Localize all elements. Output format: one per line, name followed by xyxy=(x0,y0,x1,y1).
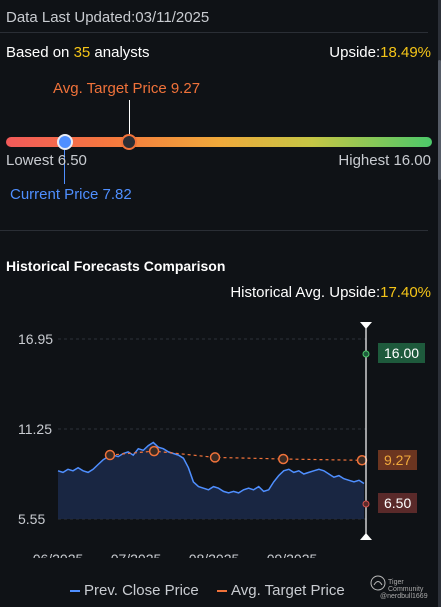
based-on-analysts: Based on 35 analysts xyxy=(6,44,149,61)
analyst-count: 35 xyxy=(73,44,91,61)
based-on-suffix: analysts xyxy=(90,44,150,61)
avg-target-label: Avg. Target Price 9.27 xyxy=(53,80,201,97)
historical-title: Historical Forecasts Comparison xyxy=(6,258,226,274)
legend-prev-close-icon xyxy=(70,590,80,593)
divider xyxy=(0,32,428,33)
legend-avg-target-icon xyxy=(217,590,227,593)
upside-label: Upside: xyxy=(329,44,381,61)
legend-prev-close[interactable]: Prev. Close Price xyxy=(70,582,199,599)
last-updated: Data Last Updated:03/11/2025 xyxy=(6,9,209,26)
historical-chart[interactable]: 16.95 11.25 5.55 06/2025 07/2025 08/2025 09/2… xyxy=(0,318,441,558)
tiger-logo-icon xyxy=(370,575,386,591)
lowest-label: Lowest 6.50 xyxy=(6,152,87,169)
historical-avg-upside-value: 17.40% xyxy=(380,284,431,301)
low-forecast-label: 6.50 xyxy=(378,493,418,513)
current-price-label: Current Price 7.82 xyxy=(10,186,132,203)
high-forecast-label: 16.00 xyxy=(378,343,426,363)
avg-target-point[interactable] xyxy=(148,445,160,457)
upside: Upside:18.49% xyxy=(329,44,431,61)
legend-avg-target[interactable]: Avg. Target Price xyxy=(217,582,345,599)
divider xyxy=(0,230,428,231)
x-tick-label: 07/2025 xyxy=(111,551,162,558)
x-tick-label: 06/2025 xyxy=(33,551,84,558)
x-tick-label: 08/2025 xyxy=(189,551,240,558)
handle-bottom-icon[interactable] xyxy=(360,533,372,540)
avg-target-marker[interactable] xyxy=(121,134,137,150)
target-forecast-label: 9.27 xyxy=(378,450,418,470)
last-updated-label: Data Last Updated: xyxy=(6,9,136,26)
scrollbar[interactable] xyxy=(438,0,441,607)
low-marker xyxy=(362,500,370,508)
avg-target-pointer xyxy=(129,100,130,136)
last-updated-value: 03/11/2025 xyxy=(135,9,210,26)
price-range-bar xyxy=(6,137,432,147)
scrollbar-thumb[interactable] xyxy=(438,60,441,180)
historical-avg-upside: Historical Avg. Upside:17.40% xyxy=(230,284,431,301)
watermark-user: @nerdbull1669 xyxy=(380,593,428,600)
current-price-pointer xyxy=(64,150,65,184)
avg-target-point[interactable] xyxy=(278,453,289,465)
upside-value: 18.49% xyxy=(380,44,431,61)
y-tick-label: 11.25 xyxy=(18,421,52,437)
handle-top-icon[interactable] xyxy=(360,322,372,329)
high-marker xyxy=(362,350,370,358)
avg-target-point[interactable] xyxy=(104,449,116,461)
avg-target-point[interactable] xyxy=(209,452,221,463)
current-price-marker[interactable] xyxy=(57,134,73,150)
legend-prev-close-label: Prev. Close Price xyxy=(84,582,199,599)
avg-target-line xyxy=(109,450,363,461)
based-on-prefix: Based on xyxy=(6,44,74,61)
y-tick-label: 16.95 xyxy=(18,331,53,347)
highest-label: Highest 16.00 xyxy=(338,152,431,169)
x-tick-label: 09/2025 xyxy=(267,551,318,558)
legend-avg-target-label: Avg. Target Price xyxy=(231,582,345,599)
prev-close-area xyxy=(58,442,364,519)
y-tick-label: 5.55 xyxy=(18,511,45,527)
historical-avg-upside-label: Historical Avg. Upside: xyxy=(230,284,381,301)
watermark-community: Tiger Community xyxy=(388,579,424,593)
avg-target-point[interactable] xyxy=(356,455,368,466)
